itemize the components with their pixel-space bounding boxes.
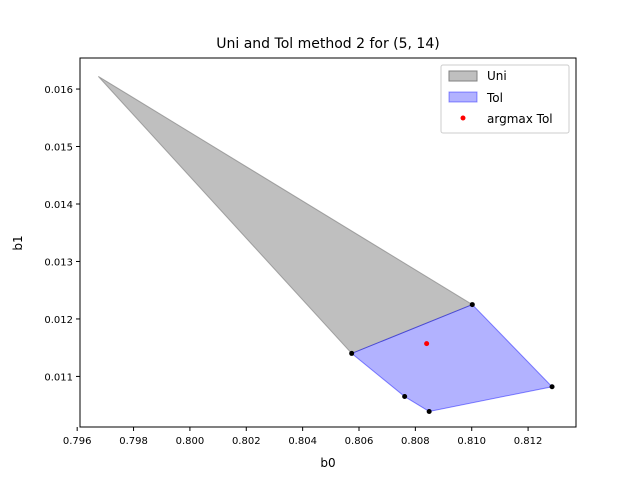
legend-label-uni: Uni: [487, 69, 507, 83]
y-tick-label: 0.011: [44, 372, 73, 383]
x-tick-label: 0.812: [514, 436, 543, 447]
y-tick-label: 0.015: [44, 143, 73, 154]
vertex-point: [349, 350, 355, 356]
legend-swatch-tol: [448, 91, 478, 103]
y-tick-label: 0.014: [44, 200, 73, 211]
legend-marker-argmax: [460, 115, 466, 121]
legend-label-tol: Tol: [486, 91, 503, 105]
x-tick-label: 0.806: [345, 436, 374, 447]
x-axis: 0.796 0.798 0.800 0.802 0.804 0.806 0.808 0.810…: [63, 427, 543, 447]
x-tick-label: 0.796: [63, 436, 92, 447]
x-tick-label: 0.808: [401, 436, 430, 447]
legend-swatch-uni: [448, 70, 478, 82]
x-tick-label: 0.802: [232, 436, 261, 447]
region-uni: [97, 75, 474, 355]
argmax-tol-point: [424, 341, 430, 347]
region-tol: [350, 303, 554, 413]
plot-area: [97, 75, 555, 414]
y-axis-label: b1: [11, 235, 25, 250]
x-tick-label: 0.804: [288, 436, 317, 447]
axes-frame: [79, 57, 577, 428]
x-tick-label: 0.810: [457, 436, 486, 447]
y-tick-label: 0.016: [44, 85, 73, 96]
vertex-point: [549, 384, 555, 390]
legend-label-argmax: argmax Tol: [487, 112, 553, 126]
x-axis-label: b0: [320, 456, 335, 470]
y-axis: 0.011 0.012 0.013 0.014 0.015 0.016: [44, 85, 80, 383]
chart-title: Uni and Tol method 2 for (5, 14): [216, 36, 439, 52]
x-tick-label: 0.798: [119, 436, 148, 447]
x-tick-label: 0.800: [176, 436, 205, 447]
vertex-point: [426, 408, 432, 414]
vertex-point: [402, 394, 408, 400]
legend: Uni Tol argmax Tol: [440, 64, 570, 134]
vertex-point: [469, 302, 475, 308]
legend-box: [440, 64, 570, 134]
y-tick-label: 0.013: [44, 257, 73, 268]
y-tick-label: 0.012: [44, 315, 73, 326]
